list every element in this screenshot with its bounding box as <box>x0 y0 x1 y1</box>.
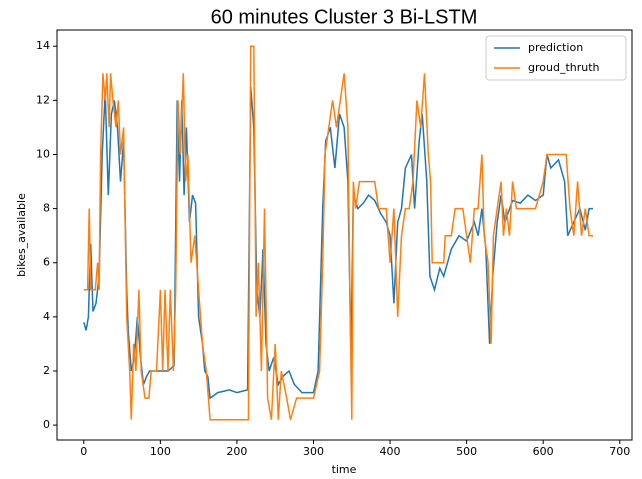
y-tick-label: 8 <box>43 202 50 215</box>
y-tick-label: 2 <box>43 364 50 377</box>
legend-label: groud_thruth <box>528 61 600 74</box>
x-tick-label: 500 <box>456 445 477 458</box>
x-tick-label: 600 <box>533 445 554 458</box>
x-tick-label: 100 <box>150 445 171 458</box>
x-tick-label: 0 <box>80 445 87 458</box>
chart-title: 60 minutes Cluster 3 Bi-LSTM <box>211 6 478 28</box>
x-tick-label: 200 <box>226 445 247 458</box>
series-line <box>83 86 593 400</box>
y-tick-label: 14 <box>36 39 50 52</box>
y-tick-label: 4 <box>43 310 50 323</box>
legend-label: prediction <box>528 41 583 54</box>
y-axis-label: bikes_available <box>15 193 28 277</box>
x-tick-label: 700 <box>609 445 630 458</box>
x-tick-label: 300 <box>303 445 324 458</box>
plot-frame <box>56 29 633 441</box>
series-line <box>83 45 593 421</box>
y-tick-label: 12 <box>36 93 50 106</box>
y-tick-label: 6 <box>43 256 50 269</box>
legend-box <box>485 35 627 81</box>
y-tick-label: 10 <box>36 147 50 160</box>
x-axis-label: time <box>332 463 357 476</box>
y-tick-label: 0 <box>43 418 50 431</box>
x-tick-label: 400 <box>380 445 401 458</box>
